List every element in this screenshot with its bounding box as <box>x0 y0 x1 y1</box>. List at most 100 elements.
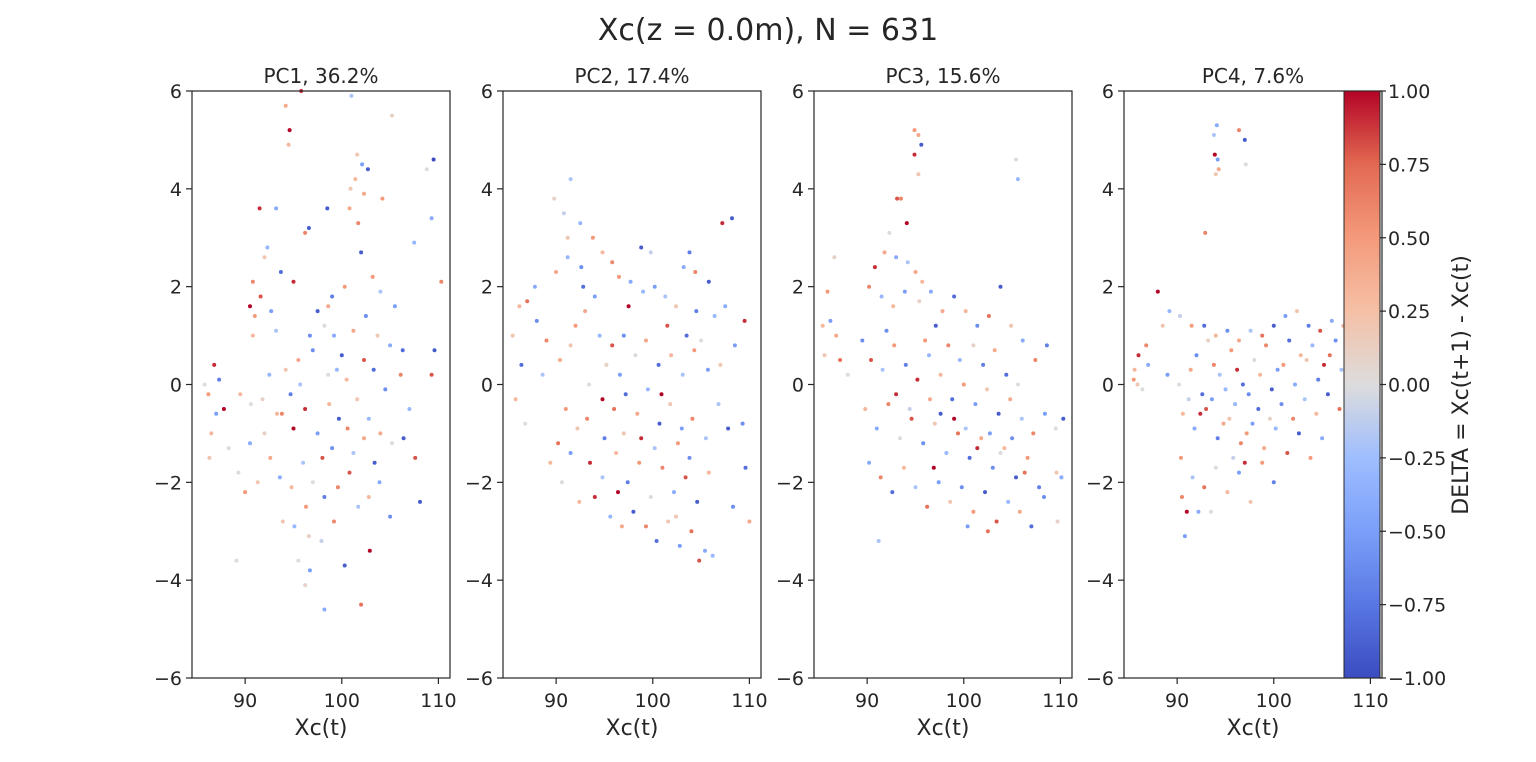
data-point <box>1287 338 1292 343</box>
data-point <box>656 362 661 367</box>
data-point <box>743 465 748 470</box>
data-point <box>718 362 723 367</box>
y-tick-label: 2 <box>481 277 493 299</box>
data-point <box>633 353 638 358</box>
data-point <box>933 323 938 328</box>
data-point <box>362 358 366 362</box>
data-point <box>390 113 394 118</box>
data-point <box>1215 436 1220 441</box>
data-point <box>950 397 955 402</box>
data-point <box>1237 470 1241 475</box>
data-point <box>1042 495 1046 499</box>
data-point <box>339 353 344 358</box>
data-point <box>1250 421 1255 426</box>
data-point <box>631 509 636 514</box>
data-point <box>938 372 943 377</box>
data-point <box>1211 133 1216 137</box>
data-point <box>898 436 902 441</box>
data-point <box>963 426 968 431</box>
data-point <box>1227 416 1232 421</box>
data-point <box>610 343 615 348</box>
panel-2-frame <box>502 90 762 679</box>
data-point <box>439 279 444 284</box>
data-point <box>1225 328 1230 333</box>
data-point <box>742 318 747 323</box>
data-point <box>693 270 698 274</box>
y-tick-label: 4 <box>792 179 804 201</box>
data-point <box>1155 289 1160 294</box>
data-point <box>1144 343 1149 348</box>
data-point <box>360 162 365 167</box>
y-tick-label: 2 <box>1102 277 1114 299</box>
data-point <box>1252 358 1257 362</box>
data-point <box>351 328 356 333</box>
data-point <box>1198 411 1203 416</box>
data-point <box>639 245 644 250</box>
y-tick-label: 6 <box>1102 81 1114 103</box>
data-point <box>283 103 288 108</box>
data-point <box>429 372 434 377</box>
data-point <box>568 177 573 182</box>
data-point <box>882 250 887 255</box>
data-point <box>236 470 241 475</box>
data-point <box>252 314 257 318</box>
colorbar-tick-label: −0.75 <box>1388 595 1446 617</box>
panel-4-points <box>1131 123 1378 539</box>
panel-3-xlabel: Xc(t) <box>917 716 970 741</box>
data-point <box>1140 387 1145 392</box>
data-point <box>963 309 968 314</box>
data-point <box>1229 348 1234 353</box>
data-point <box>326 372 331 377</box>
data-point <box>913 485 918 490</box>
data-point <box>288 392 293 397</box>
panel-3-points <box>820 128 1066 543</box>
data-point <box>730 216 734 221</box>
data-point <box>869 358 873 362</box>
data-point <box>1339 367 1344 372</box>
colorbar-gradient <box>1343 90 1381 679</box>
data-point <box>1320 436 1325 441</box>
data-point <box>621 431 626 436</box>
data-point <box>412 240 417 245</box>
data-point <box>834 333 839 338</box>
data-point <box>424 167 429 172</box>
data-point <box>1310 343 1315 348</box>
data-point <box>383 387 388 392</box>
data-point <box>362 191 366 196</box>
data-point <box>677 543 682 548</box>
x-tick-label: 90 <box>233 690 257 712</box>
data-point <box>335 485 340 490</box>
data-point <box>880 367 885 372</box>
data-point <box>327 402 332 407</box>
data-point <box>986 314 991 318</box>
panel-1-xlabel: Xc(t) <box>295 716 348 741</box>
y-tick-label: −2 <box>465 472 493 494</box>
data-point <box>747 519 752 524</box>
data-point <box>365 167 370 172</box>
colorbar-tick-label: 1.00 <box>1388 81 1430 103</box>
data-point <box>985 529 990 534</box>
data-point <box>1177 382 1182 387</box>
data-point <box>258 294 263 299</box>
data-point <box>1212 152 1217 157</box>
data-point <box>274 206 279 211</box>
data-point <box>925 504 930 509</box>
data-point <box>1271 323 1276 328</box>
data-point <box>1279 402 1284 407</box>
data-point <box>971 343 976 348</box>
y-tick-label: 4 <box>170 179 182 201</box>
data-point <box>1242 460 1247 465</box>
data-point <box>310 348 315 353</box>
data-point <box>901 465 906 470</box>
data-point <box>289 485 294 490</box>
data-point <box>623 392 628 397</box>
data-point <box>863 407 868 411</box>
data-point <box>892 343 897 348</box>
y-tick-label: −6 <box>465 668 493 690</box>
data-point <box>280 519 285 524</box>
data-point <box>517 304 522 309</box>
data-point <box>554 270 559 274</box>
data-point <box>928 397 932 402</box>
data-point <box>1308 455 1313 460</box>
data-point <box>886 402 891 407</box>
